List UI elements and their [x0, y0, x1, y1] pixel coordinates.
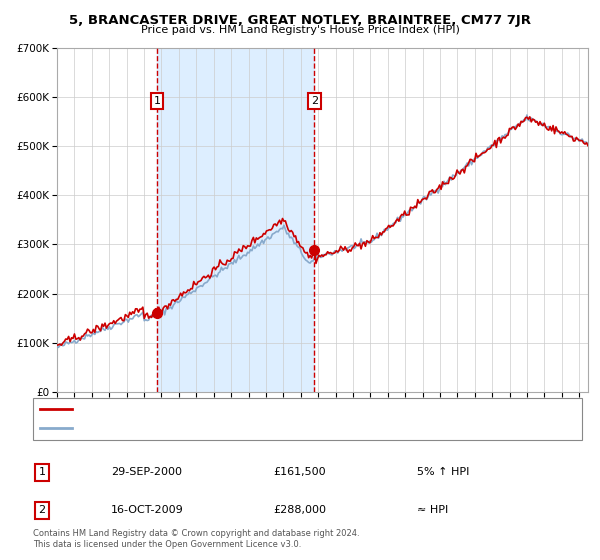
Text: HPI: Average price, detached house, Braintree: HPI: Average price, detached house, Brai…: [76, 423, 302, 433]
Text: ≈ HPI: ≈ HPI: [417, 505, 448, 515]
Text: Contains HM Land Registry data © Crown copyright and database right 2024.
This d: Contains HM Land Registry data © Crown c…: [33, 529, 359, 549]
Text: £288,000: £288,000: [273, 505, 326, 515]
Text: 5% ↑ HPI: 5% ↑ HPI: [417, 467, 469, 477]
Text: 1: 1: [154, 96, 161, 106]
Text: 1: 1: [38, 467, 46, 477]
Text: 29-SEP-2000: 29-SEP-2000: [111, 467, 182, 477]
Text: 16-OCT-2009: 16-OCT-2009: [111, 505, 184, 515]
Text: 2: 2: [38, 505, 46, 515]
Text: 5, BRANCASTER DRIVE, GREAT NOTLEY, BRAINTREE, CM77 7JR (detached house): 5, BRANCASTER DRIVE, GREAT NOTLEY, BRAIN…: [76, 404, 471, 414]
Text: 2: 2: [311, 96, 318, 106]
Text: Price paid vs. HM Land Registry's House Price Index (HPI): Price paid vs. HM Land Registry's House …: [140, 25, 460, 35]
Bar: [157, 48, 314, 392]
Text: 5, BRANCASTER DRIVE, GREAT NOTLEY, BRAINTREE, CM77 7JR: 5, BRANCASTER DRIVE, GREAT NOTLEY, BRAIN…: [69, 14, 531, 27]
Text: £161,500: £161,500: [273, 467, 326, 477]
